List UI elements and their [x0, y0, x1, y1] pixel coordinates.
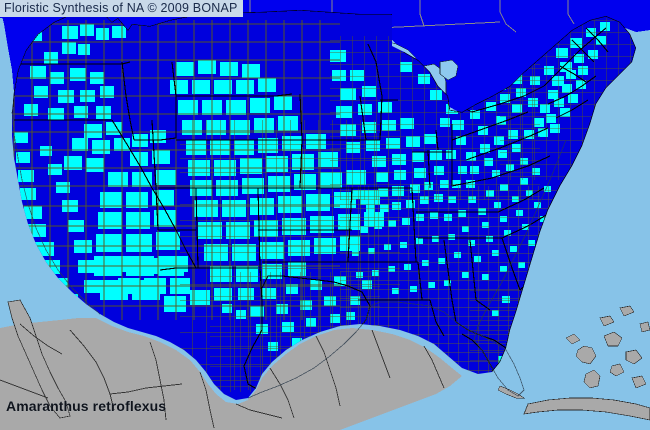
- bahamas-islands: [565, 305, 650, 389]
- map-title-banner: Floristic Synthesis of NA © 2009 BONAP: [0, 0, 243, 17]
- no-data-land-regions: [0, 299, 650, 430]
- native-counties-group: [14, 22, 610, 380]
- coastline: [11, 111, 567, 399]
- mexico-state-borders: [0, 323, 445, 429]
- species-name-label: Amaranthus retroflexus: [6, 398, 167, 414]
